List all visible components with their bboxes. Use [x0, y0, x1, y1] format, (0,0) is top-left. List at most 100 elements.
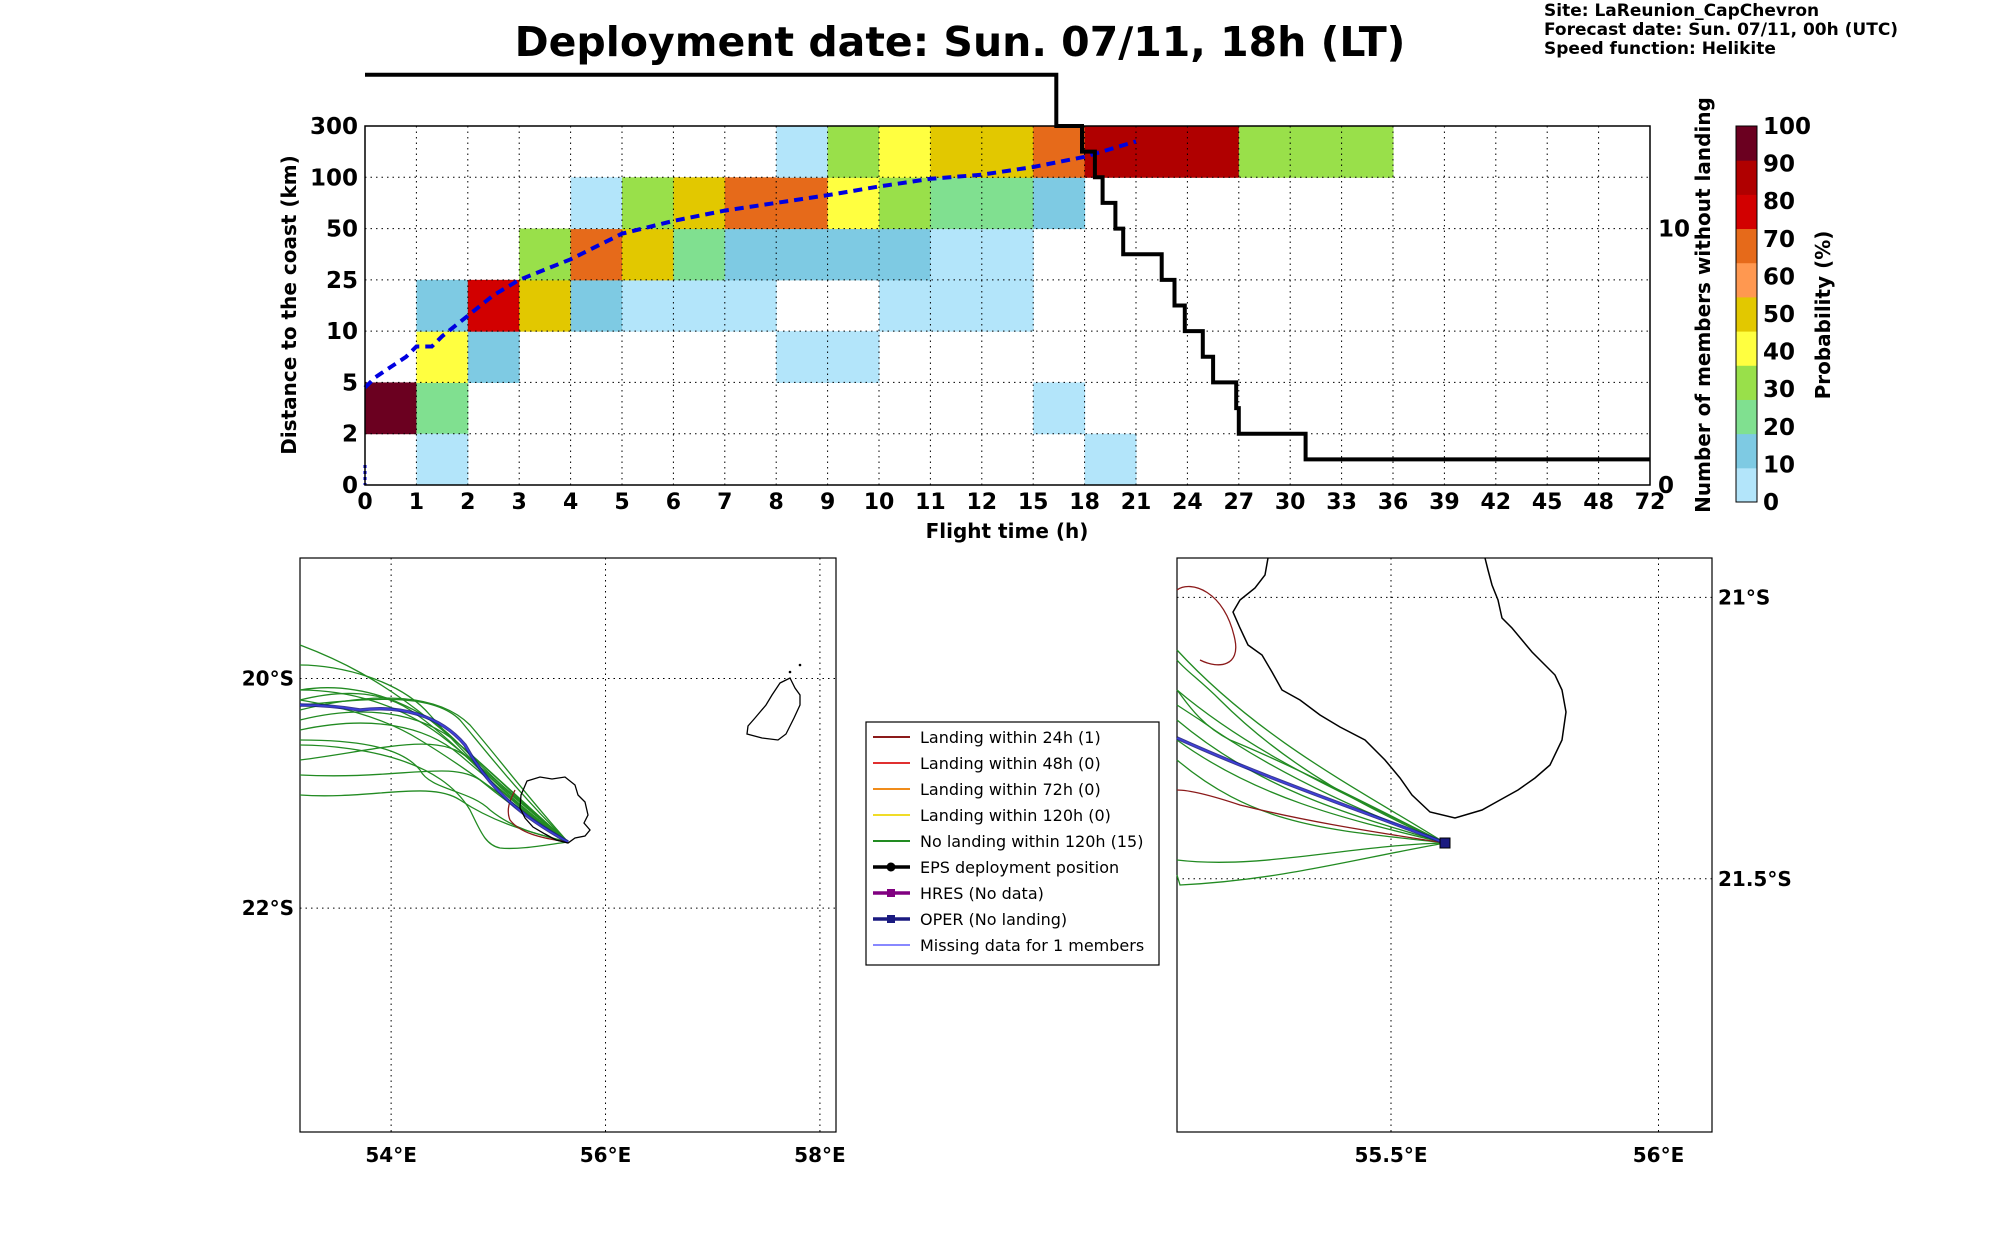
- map-lon-label: 56°E: [1633, 1143, 1685, 1167]
- heatmap-cell: [416, 279, 469, 332]
- x-tick-label: 36: [1378, 490, 1409, 515]
- heatmap-cell: [622, 177, 674, 230]
- reunion-island-coastline-zoom: [1232, 557, 1567, 819]
- x-tick-label: 48: [1583, 490, 1614, 515]
- heatmap-cell: [673, 228, 726, 281]
- colorbar-tick-label: 20: [1763, 415, 1795, 441]
- heatmap-cell: [1033, 382, 1086, 435]
- heatmap-cell: [570, 279, 623, 332]
- heatmap-cell: [416, 382, 469, 435]
- x-tick-label: 15: [1018, 490, 1049, 515]
- colorbar-swatch: [1736, 160, 1757, 195]
- colorbar-tick-label: 0: [1763, 490, 1779, 516]
- x-tick-label: 6: [666, 490, 681, 515]
- member-trajectory-zoom: [1176, 842, 1446, 886]
- median-distance-line: [363, 139, 1137, 390]
- x-tick-label: 45: [1532, 490, 1563, 515]
- missing-data-trajectory-zoom: [1176, 737, 1446, 844]
- member-trajectory-zoom: [1176, 659, 1446, 844]
- legend-item: Landing within 24h (1): [873, 728, 1101, 747]
- x-tick-label: 1: [409, 490, 424, 515]
- members-without-landing-line: [365, 72, 1650, 462]
- legend-item-label: EPS deployment position: [920, 858, 1119, 877]
- colorbar-swatch: [1736, 365, 1757, 400]
- member-trajectory: [299, 687, 569, 843]
- member-trajectory-zoom: [1176, 739, 1446, 844]
- x-tick-label: 72: [1635, 490, 1666, 515]
- x-tick-label: 18: [1069, 490, 1100, 515]
- heatmap-cell: [1341, 126, 1394, 178]
- x-tick-label: 0: [357, 490, 372, 515]
- colorbar-swatch: [1736, 262, 1757, 298]
- x-tick-label: 21: [1121, 490, 1152, 515]
- y2-axis-title: Number of members without landing: [1691, 97, 1715, 513]
- legend-item-label: No landing within 120h (15): [920, 832, 1143, 851]
- colorbar-tick-label: 50: [1763, 302, 1795, 328]
- forecast-info: Site: LaReunion_CapChevron Forecast date…: [1544, 2, 1898, 59]
- heatmap-cell: [622, 279, 674, 332]
- legend-item: HRES (No data): [873, 884, 1044, 903]
- legend-item: Landing within 120h (0): [873, 806, 1111, 825]
- heatmap-cell: [724, 279, 777, 332]
- map-lon-label: 58°E: [794, 1143, 846, 1167]
- landing-trajectory-zoom: [1176, 585, 1237, 666]
- heatmap-cell: [930, 126, 983, 178]
- landing-trajectory-zoom: [1176, 789, 1446, 844]
- heatmap-cell: [879, 126, 931, 178]
- heatmap-cell: [570, 177, 623, 230]
- y-axis-title: Distance to the coast (km): [277, 155, 301, 455]
- heatmap-cell: [1290, 126, 1343, 178]
- colorbar-tick-label: 100: [1763, 114, 1811, 140]
- reunion-island-coastline: [519, 776, 591, 844]
- y-tick-label: 50: [326, 217, 358, 243]
- heatmap-cell: [416, 331, 469, 383]
- heatmap-cell: [1033, 126, 1086, 178]
- legend-item-label: Landing within 48h (0): [920, 754, 1101, 773]
- heatmap-cell: [1084, 433, 1137, 486]
- map-lat-label: 21.5°S: [1718, 867, 1792, 891]
- colorbar-tick-label: 90: [1763, 152, 1795, 178]
- x-tick-label: 24: [1172, 490, 1203, 515]
- heatmap-cell: [827, 228, 880, 281]
- map-lon-label: 56°E: [580, 1143, 632, 1167]
- map-lat-label: 21°S: [1718, 585, 1770, 609]
- colorbar-frame: [1735, 125, 1758, 503]
- map-lon-label: 54°E: [365, 1143, 417, 1167]
- legend-item-label: HRES (No data): [920, 884, 1044, 903]
- x-tick-label: 2: [460, 490, 475, 515]
- heatmap-cell: [981, 279, 1034, 332]
- heatmap-cell: [879, 279, 931, 332]
- heatmap-cell: [519, 279, 572, 332]
- colorbar-title: Probability (%): [1811, 231, 1835, 400]
- colorbar-swatch: [1736, 126, 1757, 161]
- member-trajectory-zoom: [1176, 759, 1446, 844]
- x-tick-label: 10: [864, 490, 895, 515]
- x-tick-label: 39: [1429, 490, 1460, 515]
- colorbar-swatch: [1736, 228, 1757, 264]
- member-trajectory: [299, 722, 569, 843]
- colorbar-tick-label: 80: [1763, 189, 1795, 215]
- colorbar-tick-label: 40: [1763, 340, 1795, 366]
- legend-item-label: Missing data for 1 members: [920, 936, 1144, 955]
- member-trajectory: [299, 697, 569, 843]
- x-tick-label: 33: [1326, 490, 1357, 515]
- x-axis-title: Flight time (h): [926, 519, 1089, 543]
- heatmap-cell: [416, 433, 469, 486]
- heatmap-cell: [981, 177, 1034, 230]
- y-tick-label: 300: [310, 114, 358, 140]
- heatmap-cell: [467, 279, 520, 332]
- heatmap-cell: [930, 177, 983, 230]
- heatmap-cell: [1033, 177, 1086, 230]
- member-trajectory-zoom: [1176, 842, 1446, 863]
- legend-item: Landing within 48h (0): [873, 754, 1101, 773]
- legend-item-label: Landing within 24h (1): [920, 728, 1101, 747]
- oper-deployment-marker: [1439, 837, 1451, 849]
- colorbar-swatch: [1736, 433, 1757, 469]
- heatmap-cell: [776, 228, 829, 281]
- y-tick-label: 2: [342, 422, 358, 448]
- colorbar-tick-label: 70: [1763, 227, 1795, 253]
- x-tick-label: 4: [563, 490, 578, 515]
- legend-swatch-marker: [886, 862, 896, 872]
- heatmap-cell: [879, 228, 931, 281]
- x-tick-label: 12: [966, 490, 997, 515]
